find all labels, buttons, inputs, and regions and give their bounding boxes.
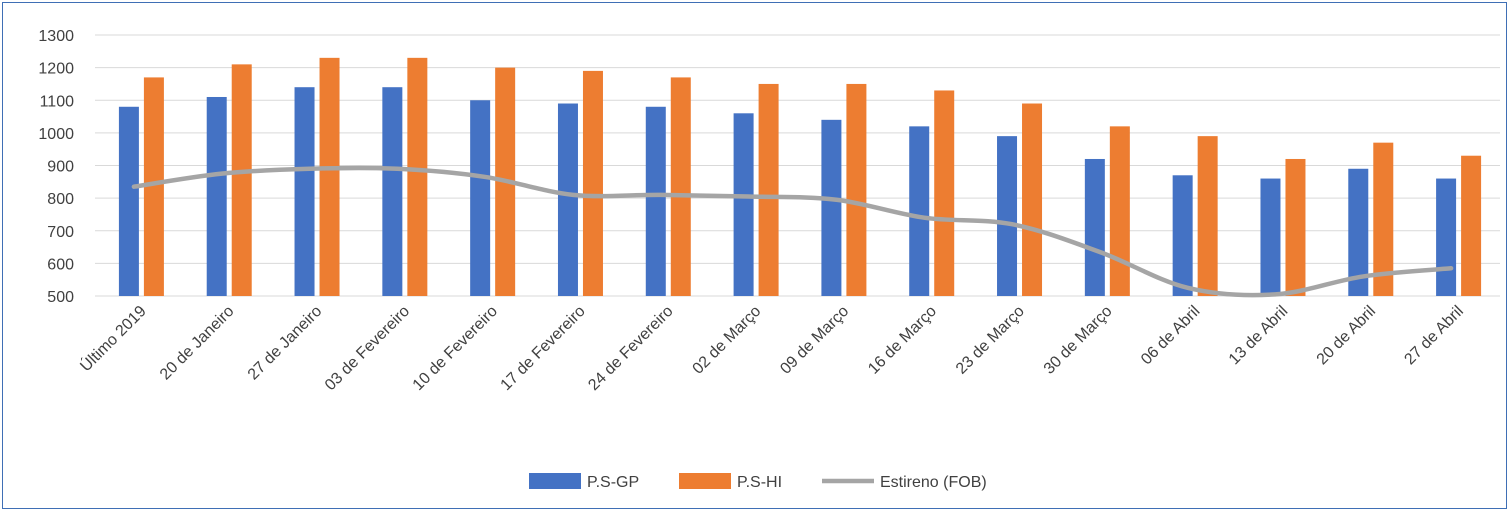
x-tick-label: 17 de Fevereiro — [498, 303, 589, 394]
bar-p-s-hi — [582, 70, 603, 296]
bar-p-s-hi — [231, 64, 252, 296]
bar-p-s-hi — [1461, 155, 1482, 296]
bar-p-s-gp — [997, 136, 1018, 296]
bar-p-s-hi — [143, 77, 164, 296]
y-tick-label: 600 — [47, 256, 74, 273]
bar-p-s-gp — [470, 100, 491, 296]
bar-p-s-hi — [1109, 126, 1130, 296]
x-axis-ticks: Último 2019 20 de Janeiro 27 de Janeiro03 … — [76, 301, 1467, 394]
bar-p-s-hi — [846, 83, 867, 296]
x-tick-label: 16 de Março — [865, 303, 940, 378]
x-tick-label: 09 de Março — [777, 303, 852, 378]
x-tick-label: 27 de Janeiro — [245, 303, 326, 384]
bar-p-s-hi — [1373, 142, 1394, 296]
bar-p-s-gp — [382, 87, 403, 296]
legend: P.S-GP P.S-HI Estireno (FOB) — [529, 473, 987, 491]
bar-p-s-gp — [1348, 168, 1369, 296]
x-tick-label: 23 de Março — [953, 303, 1028, 378]
bar-p-s-gp — [294, 87, 315, 296]
bar-p-s-hi — [934, 90, 955, 297]
bar-p-s-hi — [319, 57, 340, 297]
y-tick-label: 500 — [47, 289, 74, 306]
y-tick-label: 900 — [47, 159, 74, 176]
legend-label: P.S-GP — [587, 474, 639, 491]
x-tick-label: 06 de Abril — [1138, 303, 1203, 368]
y-tick-label: 800 — [47, 191, 74, 208]
bar-p-s-hi — [670, 77, 691, 296]
y-tick-label: 1200 — [38, 61, 74, 78]
bar-p-s-gp — [909, 126, 930, 296]
bar-p-s-hi — [407, 57, 428, 297]
x-tick-label: 02 de Março — [690, 303, 765, 378]
bar-p-s-gp — [1172, 175, 1193, 296]
bar-p-s-hi — [1197, 136, 1218, 296]
bar-p-s-gp — [1084, 158, 1105, 296]
y-axis-ticks: 500 600 700 800 900 1000 1100 1200 1300 — [38, 28, 74, 306]
bar-p-s-gp — [733, 113, 754, 296]
bars — [118, 57, 1482, 297]
bar-p-s-gp — [557, 103, 578, 296]
legend-label: P.S-HI — [737, 474, 782, 491]
y-tick-label: 1300 — [38, 28, 74, 45]
x-tick-label: 20 de Janeiro — [157, 303, 238, 384]
x-tick-label: 10 de Fevereiro — [410, 303, 501, 394]
legend-swatch — [679, 473, 731, 489]
x-tick-label: 20 de Abril — [1314, 303, 1379, 368]
bar-p-s-hi — [758, 83, 779, 296]
bar-p-s-hi — [1285, 158, 1306, 296]
y-tick-label: 1100 — [40, 93, 75, 110]
bar-p-s-gp — [118, 106, 139, 297]
legend-label: Estireno (FOB) — [880, 474, 987, 491]
bar-p-s-hi — [1022, 103, 1043, 296]
line-series — [131, 165, 1454, 298]
bar-p-s-gp — [821, 119, 842, 296]
x-tick-label: 13 de Abril — [1226, 303, 1291, 368]
bar-p-s-gp — [645, 106, 666, 297]
y-tick-label: 1000 — [38, 126, 74, 143]
bar-p-s-gp — [206, 96, 227, 296]
x-tick-label: 24 de Fevereiro — [585, 303, 676, 394]
bar-p-s-gp — [1260, 178, 1281, 296]
x-tick-label: Último 2019 — [76, 301, 150, 375]
x-tick-label: 27 de Abril — [1401, 303, 1466, 368]
bar-p-s-gp — [1436, 178, 1457, 296]
y-tick-label: 700 — [47, 224, 74, 241]
x-tick-label: 03 de Fevereiro — [322, 303, 413, 394]
x-tick-label: 30 de Março — [1041, 303, 1116, 378]
line-estireno-fob — [131, 165, 1454, 298]
legend-swatch — [529, 473, 581, 489]
